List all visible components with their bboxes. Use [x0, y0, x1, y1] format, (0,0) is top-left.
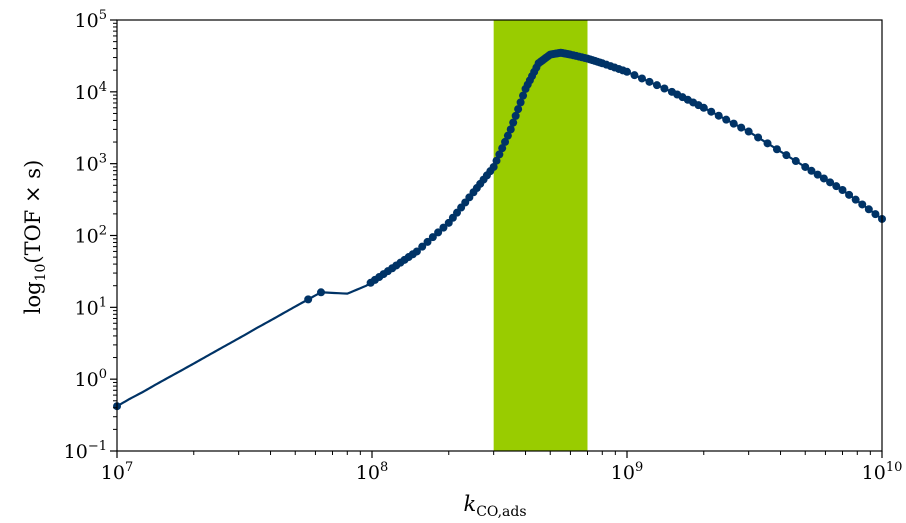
data-point [832, 182, 841, 191]
data-point [819, 174, 828, 183]
data-point [744, 127, 753, 136]
data-point [492, 156, 501, 165]
y-axis-title-sub: 10 [33, 264, 49, 282]
data-point [498, 144, 507, 153]
y-tick-label: 102 [75, 224, 107, 248]
data-point [509, 118, 518, 127]
data-point [434, 228, 443, 237]
y-tick-label: 104 [75, 80, 107, 104]
data-point [412, 247, 421, 256]
data-point [489, 162, 498, 171]
data-point [495, 150, 504, 159]
x-axis-title: kCO,ads [463, 492, 526, 520]
data-point [503, 131, 512, 140]
data-point [772, 145, 781, 154]
data-point [763, 139, 772, 148]
data-point [637, 74, 646, 83]
data-point [851, 195, 860, 204]
data-point [439, 223, 448, 232]
data-point [519, 91, 528, 100]
data-point [501, 137, 510, 146]
data-point [304, 295, 313, 304]
data-point [714, 111, 723, 120]
data-point [871, 210, 880, 219]
data-point [660, 84, 669, 93]
data-point [428, 233, 437, 242]
data-point [514, 105, 523, 114]
data-point [858, 200, 867, 209]
data-point [652, 81, 661, 90]
x-tick-label: 107 [101, 460, 133, 484]
data-point [801, 162, 810, 171]
data-point [418, 242, 427, 251]
data-point [645, 77, 654, 86]
y-axis-title-pre: log [21, 281, 45, 314]
data-point [826, 178, 835, 187]
data-point [864, 205, 873, 214]
x-axis-title-main: k [463, 492, 476, 516]
y-tick-label: 105 [75, 8, 107, 32]
data-point [707, 107, 716, 116]
data-point [699, 103, 708, 112]
y-tick-label: 101 [75, 295, 107, 319]
data-point [516, 98, 525, 107]
y-axis-title-post: (TOF × s) [21, 160, 45, 264]
y-tick-label: 103 [75, 152, 107, 176]
data-point [813, 170, 822, 179]
data-point [506, 125, 515, 134]
ticks-layer: 107 108 109 1010 10−1 100 101 102 103 104 105 [64, 8, 903, 484]
data-point [511, 111, 520, 120]
series-layer [113, 48, 886, 411]
data-point [630, 71, 639, 80]
y-tick-label: 10−1 [64, 439, 107, 463]
y-axis-title: log10(TOF × s) [21, 160, 49, 315]
x-tick-label: 108 [356, 460, 388, 484]
data-point [791, 157, 800, 166]
data-point [623, 67, 631, 76]
x-tick-label: 1010 [862, 460, 903, 484]
data-point [782, 151, 791, 160]
data-point [317, 288, 326, 297]
y-tick-label: 100 [75, 367, 107, 391]
data-point [737, 123, 746, 132]
data-point [845, 190, 854, 199]
x-axis-title-sub: CO,ads [476, 504, 526, 520]
data-point [729, 119, 738, 128]
data-point [807, 166, 816, 175]
data-point [838, 186, 847, 194]
data-point [722, 115, 731, 124]
highlight-band [493, 20, 588, 451]
data-point [423, 237, 432, 246]
data-point [754, 133, 763, 142]
x-tick-label: 109 [611, 460, 643, 484]
